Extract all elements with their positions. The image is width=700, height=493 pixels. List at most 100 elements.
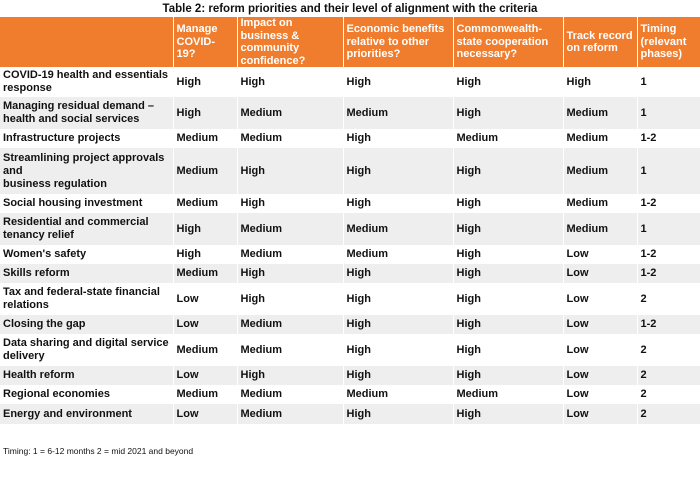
rating-cell: High bbox=[342, 404, 453, 424]
rating-cell: High bbox=[452, 194, 563, 213]
rating-cell: High bbox=[342, 129, 453, 148]
rating-cell: High bbox=[172, 97, 237, 129]
table-row: Infrastructure projects Medium Medium High M… bbox=[0, 129, 700, 148]
table-title: Table 2: reform priorities and their lev… bbox=[162, 3, 538, 15]
rating-cell: High bbox=[562, 67, 637, 97]
rating-cell: High bbox=[452, 334, 563, 366]
rating-cell: Medium bbox=[562, 213, 637, 245]
table-row: Closing the gap Low Medium High High Low 1-2 bbox=[0, 315, 700, 334]
rating-cell: High bbox=[236, 366, 343, 385]
rating-cell: High bbox=[342, 264, 453, 283]
rating-cell: High bbox=[236, 194, 343, 213]
rating-cell: 1 bbox=[636, 97, 700, 129]
rating-cell: Medium bbox=[236, 334, 343, 366]
table-row: Energy and environment Low Medium High High L… bbox=[0, 404, 700, 424]
rating-cell: Low bbox=[562, 245, 637, 264]
row-label: Energy and environment bbox=[0, 404, 173, 424]
rating-cell: 2 bbox=[636, 385, 700, 404]
header-row: Manage COVID-19? Impact on business & co… bbox=[0, 17, 700, 67]
rating-cell: High bbox=[452, 283, 563, 315]
rating-cell: Low bbox=[172, 366, 237, 385]
table-row: Managing residual demand – health and so… bbox=[0, 97, 700, 129]
rating-cell: 1-2 bbox=[636, 264, 700, 283]
rating-cell: High bbox=[452, 67, 563, 97]
rating-cell: High bbox=[342, 148, 453, 194]
rating-cell: High bbox=[236, 264, 343, 283]
row-label: Closing the gap bbox=[0, 315, 173, 334]
rating-cell: Medium bbox=[172, 385, 237, 404]
rating-cell: Medium bbox=[236, 315, 343, 334]
rating-cell: Medium bbox=[342, 245, 453, 264]
rating-cell: Low bbox=[562, 283, 637, 315]
rating-cell: High bbox=[342, 334, 453, 366]
row-label: Social housing investment bbox=[0, 194, 173, 213]
rating-cell: Medium bbox=[236, 245, 343, 264]
row-label: Health reform bbox=[0, 366, 173, 385]
rating-cell: High bbox=[452, 148, 563, 194]
rating-cell: Medium bbox=[452, 385, 563, 404]
row-label: Streamlining project approvals and busin… bbox=[0, 148, 173, 194]
row-label: Tax and federal-state financial relation… bbox=[0, 283, 173, 315]
rating-cell: 1 bbox=[636, 213, 700, 245]
rating-cell: High bbox=[236, 283, 343, 315]
rating-cell: Medium bbox=[236, 404, 343, 424]
rating-cell: Low bbox=[172, 315, 237, 334]
rating-cell: High bbox=[172, 213, 237, 245]
rating-cell: High bbox=[452, 264, 563, 283]
rating-cell: 1 bbox=[636, 67, 700, 97]
rating-cell: High bbox=[452, 366, 563, 385]
rating-cell: High bbox=[452, 315, 563, 334]
rating-cell: Medium bbox=[562, 194, 637, 213]
rating-cell: Medium bbox=[562, 148, 637, 194]
rating-cell: Medium bbox=[236, 213, 343, 245]
rating-cell: Low bbox=[172, 283, 237, 315]
rating-cell: Medium bbox=[172, 264, 237, 283]
rating-cell: High bbox=[342, 315, 453, 334]
header-cell-economic-benefits: Economic benefits relative to other prio… bbox=[342, 17, 453, 67]
rating-cell: 1 bbox=[636, 148, 700, 194]
rating-cell: 1-2 bbox=[636, 129, 700, 148]
rating-cell: Low bbox=[172, 404, 237, 424]
rating-cell: Medium bbox=[236, 97, 343, 129]
rating-cell: Low bbox=[562, 334, 637, 366]
row-label: Residential and commercial tenancy relie… bbox=[0, 213, 173, 245]
rating-cell: High bbox=[342, 283, 453, 315]
rating-cell: Low bbox=[562, 404, 637, 424]
rating-cell: High bbox=[342, 194, 453, 213]
rating-cell: Medium bbox=[562, 97, 637, 129]
rating-cell: High bbox=[236, 67, 343, 97]
rating-cell: Medium bbox=[172, 148, 237, 194]
rating-cell: Medium bbox=[342, 213, 453, 245]
rating-cell: 1-2 bbox=[636, 194, 700, 213]
rating-cell: Medium bbox=[452, 129, 563, 148]
table-row: Tax and federal-state financial relation… bbox=[0, 283, 700, 315]
rating-cell: Medium bbox=[342, 385, 453, 404]
rating-cell: Medium bbox=[236, 385, 343, 404]
rating-cell: High bbox=[342, 67, 453, 97]
rating-cell: 2 bbox=[636, 404, 700, 424]
table-row: Social housing investment Medium High High H… bbox=[0, 194, 700, 213]
header-cell-cooperation: Commonwealth-state cooperation necessary… bbox=[452, 17, 563, 67]
rating-cell: Low bbox=[562, 264, 637, 283]
row-label: Data sharing and digital service deliver… bbox=[0, 334, 173, 366]
rating-cell: Low bbox=[562, 366, 637, 385]
rating-cell: Medium bbox=[172, 129, 237, 148]
header-cell-covid: Manage COVID-19? bbox=[172, 17, 237, 67]
rating-cell: High bbox=[236, 148, 343, 194]
table-row: Regional economies Medium Medium Medium Medi… bbox=[0, 385, 700, 404]
rating-cell: High bbox=[452, 213, 563, 245]
row-label: COVID-19 health and essentials response bbox=[0, 67, 173, 97]
table-row: Data sharing and digital service deliver… bbox=[0, 334, 700, 366]
rating-cell: Low bbox=[562, 385, 637, 404]
table-row: COVID-19 health and essentials response H… bbox=[0, 67, 700, 97]
rating-cell: High bbox=[452, 97, 563, 129]
rating-cell: Medium bbox=[172, 334, 237, 366]
criteria-table: Manage COVID-19? Impact on business & co… bbox=[0, 17, 700, 424]
row-label: Women's safety bbox=[0, 245, 173, 264]
rating-cell: Medium bbox=[342, 97, 453, 129]
rating-cell: Medium bbox=[172, 194, 237, 213]
rating-cell: High bbox=[342, 366, 453, 385]
row-label: Skills reform bbox=[0, 264, 173, 283]
header-cell-confidence: Impact on business & community confidenc… bbox=[236, 17, 343, 67]
table-row: Women's safety High Medium Medium High Low 1-2 bbox=[0, 245, 700, 264]
